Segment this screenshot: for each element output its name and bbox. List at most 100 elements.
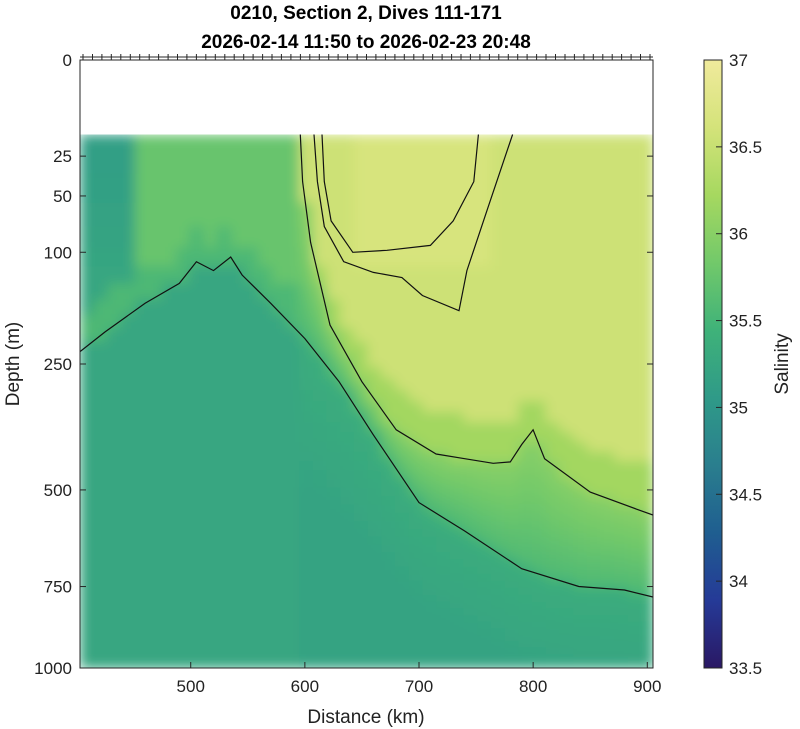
salinity-cell bbox=[559, 479, 574, 489]
salinity-cell bbox=[93, 202, 109, 228]
salinity-cell bbox=[600, 496, 615, 506]
salinity-cell bbox=[532, 588, 547, 597]
salinity-cell bbox=[395, 461, 410, 471]
salinity-cell bbox=[614, 432, 629, 443]
salinity-cell bbox=[532, 566, 547, 575]
salinity-cell bbox=[148, 432, 163, 443]
salinity-cell bbox=[271, 354, 287, 368]
salinity-cell bbox=[559, 536, 574, 546]
salinity-cell bbox=[189, 247, 205, 267]
salinity-cell bbox=[299, 536, 314, 546]
salinity-cell bbox=[422, 641, 437, 649]
salinity-cell bbox=[80, 622, 95, 630]
salinity-cell bbox=[134, 411, 150, 424]
salinity-cell bbox=[353, 378, 369, 391]
salinity-cell bbox=[299, 544, 314, 553]
salinity-cell bbox=[80, 247, 95, 267]
salinity-cell bbox=[518, 202, 533, 228]
salinity-cell bbox=[107, 666, 122, 668]
salinity-cell bbox=[545, 487, 561, 498]
salinity-cell bbox=[271, 401, 287, 413]
salinity-cell bbox=[436, 559, 451, 568]
salinity-cell bbox=[107, 588, 122, 597]
salinity-cell bbox=[244, 247, 259, 267]
salinity-cell bbox=[326, 390, 341, 402]
salinity-cell bbox=[463, 635, 478, 643]
salinity-cell bbox=[627, 442, 643, 453]
salinity-cell bbox=[436, 608, 451, 617]
salinity-cell bbox=[203, 581, 218, 590]
salinity-cell bbox=[408, 566, 424, 575]
salinity-cell bbox=[353, 544, 369, 553]
salinity-cell bbox=[299, 451, 314, 462]
salinity-cell bbox=[559, 615, 574, 623]
salinity-cell bbox=[463, 496, 478, 506]
salinity-cell bbox=[148, 574, 163, 582]
salinity-cell bbox=[285, 552, 300, 561]
salinity-cell bbox=[162, 341, 177, 356]
salinity-cell bbox=[107, 552, 122, 561]
salinity-cell bbox=[586, 647, 602, 655]
salinity-cell bbox=[134, 451, 150, 462]
salinity-cell bbox=[80, 660, 95, 668]
salinity-cell bbox=[641, 470, 653, 480]
salinity-cell bbox=[285, 595, 300, 603]
salinity-cell bbox=[203, 173, 218, 204]
salinity-cell bbox=[230, 574, 246, 582]
salinity-cell bbox=[641, 559, 653, 568]
salinity-cell bbox=[532, 552, 547, 561]
salinity-cell bbox=[367, 487, 383, 498]
salinity-cell bbox=[107, 314, 122, 330]
salinity-cell bbox=[340, 574, 355, 582]
salinity-cell bbox=[134, 647, 150, 655]
salinity-cell bbox=[436, 173, 451, 204]
salinity-cell bbox=[148, 487, 163, 498]
y-tick-label: 250 bbox=[44, 355, 72, 374]
salinity-cell bbox=[395, 595, 410, 603]
salinity-cell bbox=[244, 367, 259, 380]
salinity-cell bbox=[299, 660, 314, 668]
salinity-cell bbox=[244, 496, 259, 506]
salinity-cell bbox=[422, 390, 437, 402]
salinity-cell bbox=[641, 574, 653, 582]
salinity-cell bbox=[148, 552, 163, 561]
salinity-cell bbox=[162, 411, 177, 424]
salinity-cell bbox=[367, 622, 383, 630]
salinity-cell bbox=[271, 628, 287, 636]
salinity-cell bbox=[93, 544, 109, 553]
salinity-cell bbox=[353, 226, 369, 249]
salinity-cell bbox=[408, 378, 424, 391]
salinity-cell bbox=[93, 602, 109, 610]
salinity-cell bbox=[532, 521, 547, 530]
salinity-cell bbox=[121, 641, 136, 649]
salinity-cell bbox=[490, 588, 506, 597]
salinity-cell bbox=[600, 378, 615, 391]
salinity-cell bbox=[504, 595, 520, 603]
salinity-cell bbox=[121, 615, 136, 623]
salinity-cell bbox=[395, 354, 410, 368]
salinity-cell bbox=[573, 314, 588, 330]
salinity-cell bbox=[271, 378, 287, 391]
salinity-cell bbox=[203, 299, 218, 316]
salinity-cell bbox=[545, 552, 561, 561]
salinity-cell bbox=[258, 628, 273, 636]
salinity-cell bbox=[559, 328, 574, 343]
salinity-cell bbox=[504, 536, 520, 546]
salinity-cell bbox=[381, 552, 396, 561]
salinity-cell bbox=[422, 647, 437, 655]
salinity-cell bbox=[230, 432, 246, 443]
salinity-cell bbox=[162, 552, 177, 561]
salinity-cell bbox=[381, 574, 396, 582]
salinity-cell bbox=[340, 544, 355, 553]
salinity-cell bbox=[217, 378, 232, 391]
salinity-cell bbox=[80, 422, 95, 434]
salinity-cell bbox=[559, 173, 574, 204]
salinity-cell bbox=[532, 266, 547, 285]
salinity-cell bbox=[80, 602, 95, 610]
salinity-cell bbox=[217, 299, 232, 316]
salinity-cell bbox=[285, 559, 300, 568]
salinity-cell bbox=[121, 654, 136, 662]
colorbar-tick-label: 34.5 bbox=[729, 485, 762, 504]
salinity-cell bbox=[381, 247, 396, 267]
